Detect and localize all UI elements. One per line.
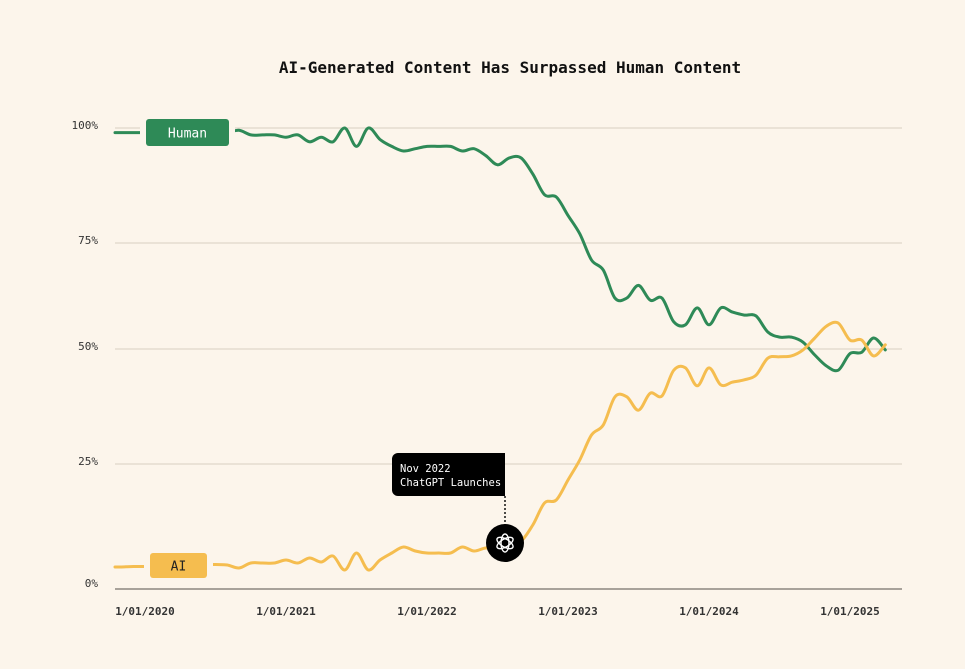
x-tick-label: 1/01/2022 bbox=[397, 605, 457, 618]
x-tick-label: 1/01/2023 bbox=[538, 605, 598, 618]
annotation-event: ChatGPT Launches bbox=[400, 477, 501, 489]
annotation-date: Nov 2022 bbox=[400, 463, 451, 475]
legend-ai-box bbox=[150, 553, 207, 578]
legend-ai-label: AI bbox=[171, 560, 187, 575]
legend-human-label: Human bbox=[168, 127, 207, 142]
x-tick-label: 1/01/2021 bbox=[256, 605, 316, 618]
annotation-box bbox=[392, 453, 505, 496]
y-tick-label: 25% bbox=[78, 455, 98, 468]
y-tick-label: 50% bbox=[78, 340, 98, 353]
openai-logo-icon bbox=[486, 524, 524, 562]
x-tick-label: 1/01/2020 bbox=[115, 605, 175, 618]
x-tick-label: 1/01/2025 bbox=[820, 605, 880, 618]
chatgpt-annotation: Nov 2022 ChatGPT Launches bbox=[392, 453, 524, 562]
series-line-human bbox=[113, 126, 887, 373]
y-tick-label: 75% bbox=[78, 234, 98, 247]
x-tick-label: 1/01/2024 bbox=[679, 605, 739, 618]
legend-human-box bbox=[146, 119, 229, 146]
y-tick-label: 100% bbox=[72, 119, 99, 132]
y-tick-label: 0% bbox=[85, 577, 99, 590]
openai-logo-glyph bbox=[496, 533, 514, 553]
chart-title: AI-Generated Content Has Surpassed Human… bbox=[279, 58, 741, 77]
